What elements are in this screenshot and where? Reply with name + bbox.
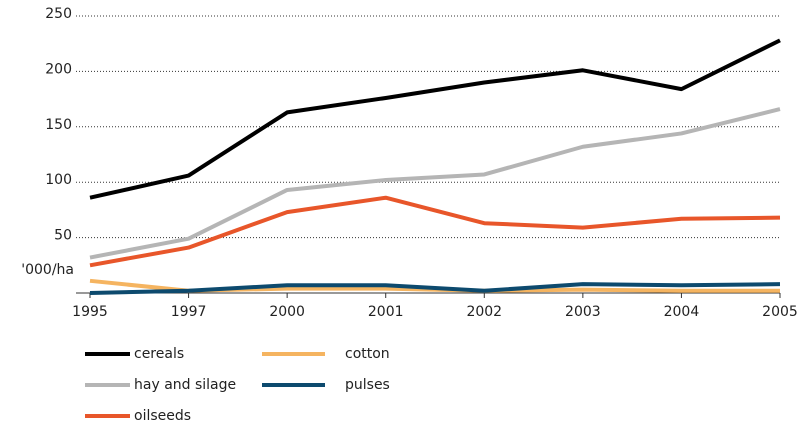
- x-tick-label: 2005: [762, 304, 798, 320]
- x-tick-label: 2004: [664, 304, 700, 320]
- x-tick-label: 1997: [171, 304, 207, 320]
- x-tick-label: 1995: [72, 304, 108, 320]
- series-line: [89, 282, 781, 295]
- legend-label: oilseeds: [134, 408, 191, 424]
- legend-label: cotton: [345, 346, 390, 362]
- legend-label: hay and silage: [134, 377, 236, 393]
- y-tick-label: 200: [45, 61, 72, 77]
- x-tick-label: 2001: [368, 304, 404, 320]
- y-tick-label: 50: [54, 228, 72, 244]
- y-tick-label: 250: [45, 6, 72, 22]
- series-line: [89, 38, 781, 200]
- x-tick-label: 2002: [466, 304, 502, 320]
- y-axis-label: '000/ha: [21, 262, 74, 278]
- y-tick-label: 100: [45, 172, 72, 188]
- series-line: [89, 195, 781, 268]
- legend-label: cereals: [134, 346, 184, 362]
- legend-label: pulses: [345, 377, 390, 393]
- x-tick-label: 2003: [565, 304, 601, 320]
- x-tick-label: 2000: [269, 304, 305, 320]
- series-line: [89, 107, 781, 260]
- y-tick-label: 150: [45, 117, 72, 133]
